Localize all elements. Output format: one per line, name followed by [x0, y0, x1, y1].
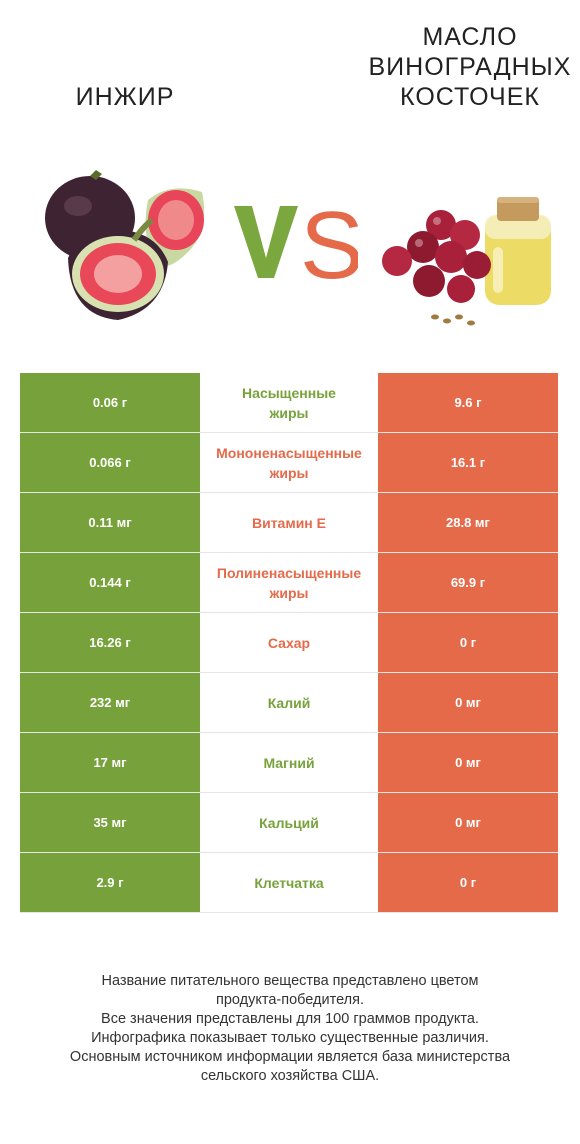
right-value: 16.1 г: [378, 433, 558, 492]
table-row: 0.11 мг Витамин E 28.8 мг: [20, 493, 558, 553]
table-row: 2.9 г Клетчатка 0 г: [20, 853, 558, 913]
left-value: 35 мг: [20, 793, 200, 852]
svg-text:S: S: [300, 196, 358, 286]
footer-line: продукта-победителя.: [215, 992, 365, 1008]
right-value: 0 г: [378, 853, 558, 912]
table-row: 0.06 г Насыщенные жиры 9.6 г: [20, 373, 558, 433]
left-value: 0.144 г: [20, 553, 200, 612]
right-value: 28.8 мг: [378, 493, 558, 552]
nutrient-label: Магний: [263, 754, 315, 771]
nutrient-label: Насыщенные жиры: [242, 384, 336, 421]
left-value: 0.066 г: [20, 433, 200, 492]
table-row: 16.26 г Сахар 0 г: [20, 613, 558, 673]
grapeseed-oil-jar-icon: [382, 197, 551, 326]
header: ИНЖИР МАСЛО ВИНОГРАДНЫХ КОСТОЧЕК S: [0, 0, 580, 360]
left-value: 0.11 мг: [20, 493, 200, 552]
footer-line: сельского хозяйства США.: [200, 1068, 380, 1084]
right-title-line: МАСЛО: [422, 23, 518, 51]
table-row: 0.144 г Полиненасыщенные жиры 69.9 г: [20, 553, 558, 613]
nutrient-label: Витамин E: [251, 514, 326, 531]
right-value: 0 г: [378, 613, 558, 672]
right-title-line: ВИНОГРАДНЫХ: [368, 53, 572, 81]
footer-line: Все значения представлены для 100 граммо…: [101, 1011, 479, 1027]
right-title-line: КОСТОЧЕК: [400, 83, 540, 111]
nutrient-label: Сахар: [267, 634, 311, 651]
footer-note: Название питательного вещества представл…: [10, 972, 570, 1086]
nutrient-label: Мононенасыщенные жиры: [216, 444, 362, 481]
right-value: 0 мг: [378, 733, 558, 792]
left-value: 0.06 г: [20, 373, 200, 432]
nutrient-label: Кальций: [259, 814, 319, 831]
table-row: 35 мг Кальций 0 мг: [20, 793, 558, 853]
left-product-title: ИНЖИР: [75, 83, 175, 111]
footer-line: Инфографика показывает только существенн…: [91, 1030, 489, 1046]
comparison-table: 0.06 г Насыщенные жиры 9.6 г 0.066 г Мон…: [20, 373, 558, 913]
left-value: 232 мг: [20, 673, 200, 732]
nutrient-label: Калий: [267, 694, 311, 711]
right-product-title: МАСЛО ВИНОГРАДНЫХ КОСТОЧЕК: [360, 22, 580, 112]
footer-line: Название питательного вещества представл…: [101, 973, 479, 989]
right-value: 9.6 г: [378, 373, 558, 432]
right-value: 0 мг: [378, 793, 558, 852]
footer-line: Основным источником информации является …: [69, 1049, 511, 1065]
table-row: 0.066 г Мононенасыщенные жиры 16.1 г: [20, 433, 558, 493]
right-value: 69.9 г: [378, 553, 558, 612]
fig-fruit-icon: [45, 170, 205, 320]
nutrient-label: Клетчатка: [254, 874, 324, 891]
right-value: 0 мг: [378, 673, 558, 732]
table-row: 232 мг Калий 0 мг: [20, 673, 558, 733]
nutrient-label: Полиненасыщенные жиры: [216, 564, 362, 601]
left-value: 16.26 г: [20, 613, 200, 672]
table-row: 17 мг Магний 0 мг: [20, 733, 558, 793]
vs-icon: S: [234, 196, 358, 286]
left-value: 2.9 г: [20, 853, 200, 912]
left-value: 17 мг: [20, 733, 200, 792]
